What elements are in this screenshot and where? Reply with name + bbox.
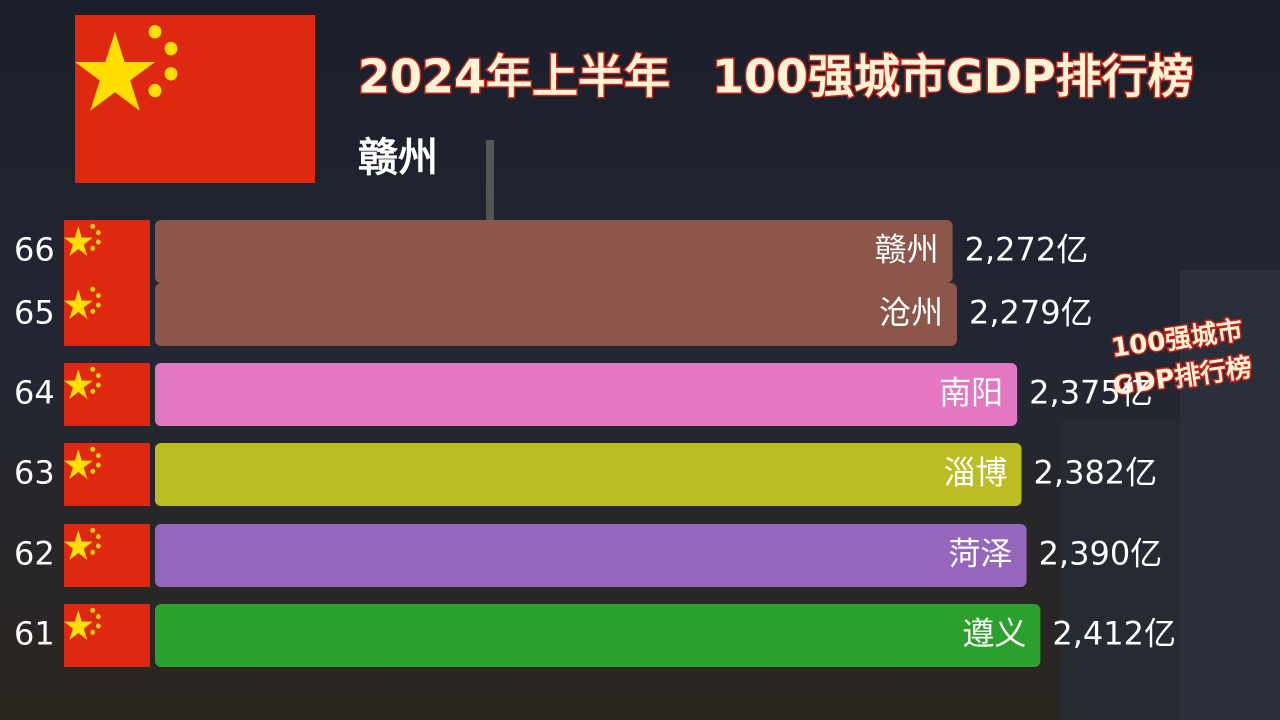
category-label: 菏泽 xyxy=(949,535,1013,573)
value-label: 2,382亿 xyxy=(1034,454,1158,492)
bar xyxy=(155,604,1041,667)
category-label: 赣州 xyxy=(875,231,939,269)
rank-label: 61 xyxy=(14,615,55,653)
rank-label: 66 xyxy=(14,231,55,269)
bar xyxy=(155,363,1018,426)
flag xyxy=(64,283,150,346)
rank-label: 64 xyxy=(14,374,55,412)
current-label: 赣州 xyxy=(358,135,438,181)
bar xyxy=(155,524,1027,587)
category-label: 淄博 xyxy=(944,454,1008,492)
bars: 66 赣州 2,272亿 65 沧州 2,279亿 64 南阳 2,375亿 63 淄博 2,382亿… xyxy=(14,220,1176,667)
category-label: 沧州 xyxy=(879,294,943,332)
category-label: 遵义 xyxy=(962,615,1026,653)
building xyxy=(1180,270,1280,720)
bar xyxy=(155,283,957,346)
flag xyxy=(64,443,150,506)
title: 2024年上半年 xyxy=(358,50,670,104)
value-label: 2,412亿 xyxy=(1052,615,1176,653)
flag xyxy=(64,363,150,426)
flag xyxy=(64,524,150,587)
flag xyxy=(64,220,150,283)
rank-label: 63 xyxy=(14,454,55,492)
category-label: 南阳 xyxy=(939,374,1003,412)
big-flag xyxy=(75,15,315,183)
flag xyxy=(64,604,150,667)
title: 100强城市GDP排行榜 xyxy=(712,50,1194,104)
value-label: 2,272亿 xyxy=(965,231,1089,269)
building xyxy=(1060,420,1180,720)
value-label: 2,375亿 xyxy=(1029,374,1153,412)
bar xyxy=(155,443,1022,506)
value-label: 2,390亿 xyxy=(1039,535,1163,573)
tower xyxy=(486,140,494,220)
bar xyxy=(155,220,953,283)
rank-label: 62 xyxy=(14,535,55,573)
rank-label: 65 xyxy=(14,294,55,332)
value-label: 2,279亿 xyxy=(969,294,1093,332)
